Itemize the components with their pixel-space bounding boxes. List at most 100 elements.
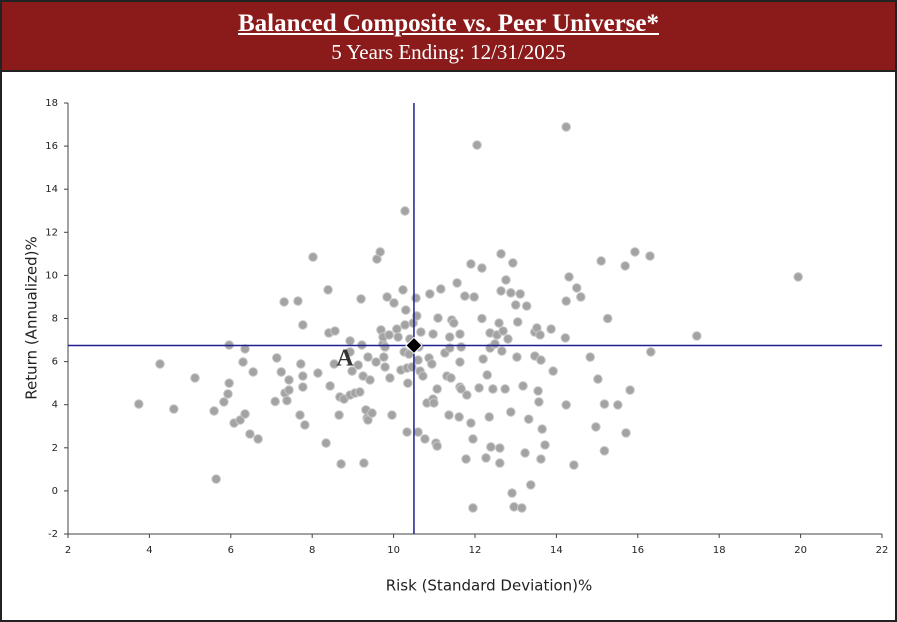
x-tick-label: 22 — [876, 545, 889, 556]
peer-point — [520, 448, 530, 458]
peer-point — [466, 418, 476, 428]
peer-point — [238, 357, 248, 367]
peer-point — [452, 278, 462, 288]
peer-point — [510, 300, 521, 310]
y-tick-label: 10 — [45, 270, 58, 281]
peer-point — [413, 355, 423, 365]
peer-point — [490, 339, 500, 349]
peer-point — [190, 373, 200, 383]
x-tick-label: 2 — [65, 545, 71, 556]
x-tick-label: 8 — [309, 545, 315, 556]
peer-point — [536, 454, 546, 464]
peer-point — [240, 344, 250, 354]
peer-point — [488, 384, 498, 394]
peer-point — [536, 355, 546, 365]
x-tick-label: 20 — [794, 545, 807, 556]
peer-point — [209, 406, 219, 416]
peer-point — [501, 275, 511, 285]
y-tick-label: 2 — [52, 443, 58, 454]
peer-point — [506, 407, 516, 417]
peer-point — [478, 354, 488, 364]
peer-point — [506, 288, 516, 298]
peer-point — [392, 324, 402, 334]
peer-point — [546, 324, 556, 334]
peer-point — [284, 375, 294, 385]
x-axis-title: Risk (Standard Deviation)% — [386, 577, 593, 595]
peer-point — [548, 366, 558, 376]
x-tick-label: 14 — [550, 545, 563, 556]
peer-point — [523, 414, 534, 424]
peer-point — [454, 412, 464, 422]
peer-point — [223, 389, 233, 399]
peer-point — [427, 359, 437, 369]
peer-point — [466, 259, 476, 269]
peer-point — [507, 488, 517, 498]
peer-point — [455, 329, 465, 339]
peer-point — [248, 367, 258, 377]
peer-point — [613, 400, 623, 410]
peer-point — [503, 334, 513, 344]
peer-point — [500, 384, 510, 394]
peer-point — [345, 347, 355, 357]
peer-point — [436, 284, 446, 294]
peer-point — [456, 342, 466, 352]
peer-point — [385, 373, 395, 383]
peer-point — [169, 404, 179, 414]
peer-point — [416, 327, 426, 337]
peer-point — [329, 359, 339, 369]
composite-point — [405, 336, 423, 355]
y-tick-label: 8 — [52, 314, 58, 325]
peer-point — [224, 378, 234, 388]
peer-point — [462, 390, 472, 400]
peer-point — [211, 474, 221, 484]
peer-point — [347, 366, 357, 376]
peer-point — [363, 415, 373, 425]
y-tick-label: 18 — [45, 98, 58, 109]
peer-point — [293, 296, 303, 306]
peer-point — [496, 249, 506, 259]
peer-point — [411, 293, 421, 303]
peer-point — [449, 318, 459, 328]
peer-point — [625, 385, 635, 395]
peer-point — [380, 362, 390, 372]
peer-point — [512, 317, 523, 327]
peer-point — [271, 353, 282, 363]
peer-point — [298, 371, 308, 381]
peer-point — [477, 263, 487, 273]
peer-point — [561, 122, 571, 132]
peer-point — [356, 294, 366, 304]
peer-point — [525, 480, 536, 490]
peer-point — [393, 332, 403, 342]
peer-point — [270, 396, 280, 407]
peer-point — [387, 410, 397, 420]
peer-point — [375, 247, 385, 257]
peer-point — [379, 352, 389, 362]
peer-point — [456, 384, 466, 394]
peer-point — [359, 458, 369, 468]
peer-point — [596, 256, 606, 266]
peer-point — [569, 460, 579, 470]
peer-point — [509, 502, 519, 512]
peer-point — [599, 399, 610, 409]
peer-point — [389, 298, 399, 308]
x-tick-label: 4 — [146, 545, 152, 556]
peer-point — [512, 352, 522, 362]
peer-point — [591, 422, 601, 432]
peer-point — [692, 331, 702, 341]
peer-point — [508, 258, 518, 268]
x-tick-label: 10 — [387, 545, 400, 556]
peer-point — [534, 397, 544, 407]
x-tick-label: 6 — [228, 545, 234, 556]
peer-point — [646, 347, 656, 357]
peer-point — [298, 320, 308, 330]
peer-point — [486, 442, 496, 452]
peer-point — [282, 395, 292, 406]
peer-point — [540, 440, 550, 450]
y-tick-label: 14 — [45, 184, 58, 195]
y-tick-label: 6 — [52, 357, 58, 368]
peer-point — [472, 140, 482, 150]
peer-point — [355, 387, 365, 397]
x-tick-label: 12 — [469, 545, 482, 556]
